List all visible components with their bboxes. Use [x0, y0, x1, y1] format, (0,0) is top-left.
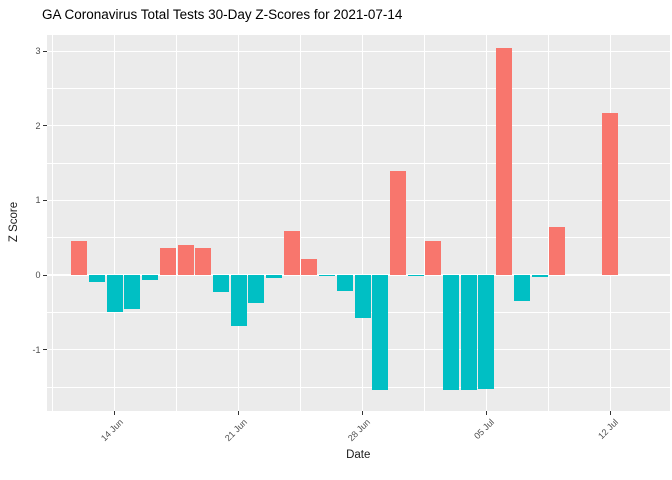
- bar-2021-07-01: [407, 275, 424, 277]
- bar-2021-06-18: [177, 245, 194, 275]
- bar-2021-07-06: [496, 48, 513, 275]
- x-tick-mark: [485, 410, 487, 415]
- bar-2021-06-19: [195, 248, 212, 275]
- y-tick-label-3: 3: [35, 46, 41, 57]
- chart-title: GA Coronavirus Total Tests 30-Day Z-Scor…: [42, 7, 403, 22]
- bar-2021-07-12: [602, 113, 619, 275]
- y-tick-mark: [42, 50, 47, 52]
- bar-2021-07-04: [460, 275, 477, 390]
- gridline-x-minor: [176, 35, 178, 411]
- gridline-y-minor: [46, 386, 670, 388]
- gridline-y-major: [46, 199, 670, 202]
- gridline-y-minor: [46, 237, 670, 239]
- bar-2021-07-09: [549, 227, 566, 275]
- bar-2021-07-08: [531, 275, 548, 278]
- x-tick-mark: [114, 410, 116, 415]
- y-tick-mark: [42, 125, 47, 127]
- y-tick-label--1: -1: [32, 344, 41, 355]
- y-tick-mark: [42, 274, 47, 276]
- gridline-y-minor: [46, 88, 670, 89]
- bar-2021-07-05: [478, 275, 495, 390]
- gridline-x-major: [237, 35, 240, 411]
- x-tick-mark: [238, 410, 240, 415]
- y-tick-label-2: 2: [35, 120, 41, 131]
- gridline-x-major: [485, 35, 488, 411]
- gridline-y-major: [46, 348, 670, 351]
- bar-2021-06-27: [336, 275, 353, 291]
- x-axis-title: Date: [346, 449, 371, 461]
- bar-2021-07-07: [513, 275, 530, 302]
- gridline-y-major: [46, 50, 670, 52]
- y-tick-label-1: 1: [35, 195, 41, 206]
- x-tick-label-21-jun: 21 Jun: [222, 416, 249, 443]
- y-tick-mark: [42, 349, 47, 351]
- gridline-y-major: [46, 274, 670, 276]
- bar-2021-06-28: [354, 275, 371, 318]
- bar-2021-06-21: [230, 275, 247, 326]
- bar-2021-06-23: [266, 275, 282, 278]
- bar-2021-06-13: [89, 275, 105, 283]
- x-tick-mark: [362, 410, 363, 415]
- plot-panel: [46, 35, 670, 411]
- gridline-x-major: [114, 35, 116, 411]
- gridline-x-minor: [547, 35, 549, 411]
- x-tick-label-28-jun: 28 Jun: [346, 416, 373, 443]
- gridline-x-minor: [424, 35, 425, 411]
- bar-2021-06-25: [301, 258, 318, 275]
- bar-2021-06-30: [389, 171, 406, 275]
- y-tick-mark: [42, 199, 47, 201]
- bar-2021-06-16: [142, 275, 159, 281]
- y-tick-label-0: 0: [35, 270, 41, 280]
- bar-2021-06-24: [283, 230, 300, 275]
- x-tick-mark: [609, 410, 611, 415]
- bar-2021-06-15: [124, 275, 141, 310]
- bar-2021-07-03: [443, 275, 459, 390]
- bar-2021-06-17: [159, 248, 176, 275]
- bar-2021-06-12: [71, 241, 88, 275]
- bar-2021-06-29: [372, 275, 389, 390]
- bar-2021-06-20: [212, 275, 229, 293]
- bar-2021-06-22: [248, 275, 265, 303]
- gridline-x-major: [361, 35, 364, 411]
- x-tick-label-12-jul: 12 Jul: [596, 416, 621, 441]
- y-axis-title: Z Score: [8, 201, 20, 243]
- gridline-x-minor: [300, 35, 301, 411]
- bar-2021-06-14: [106, 275, 123, 312]
- gridline-x-minor: [52, 35, 54, 411]
- bar-2021-06-26: [319, 275, 336, 277]
- gridline-y-major: [46, 125, 670, 127]
- gridline-y-minor: [46, 162, 670, 164]
- x-tick-label-05-jul: 05 Jul: [472, 416, 497, 441]
- x-tick-label-14-jun: 14 Jun: [98, 416, 125, 443]
- bar-2021-07-02: [425, 240, 442, 275]
